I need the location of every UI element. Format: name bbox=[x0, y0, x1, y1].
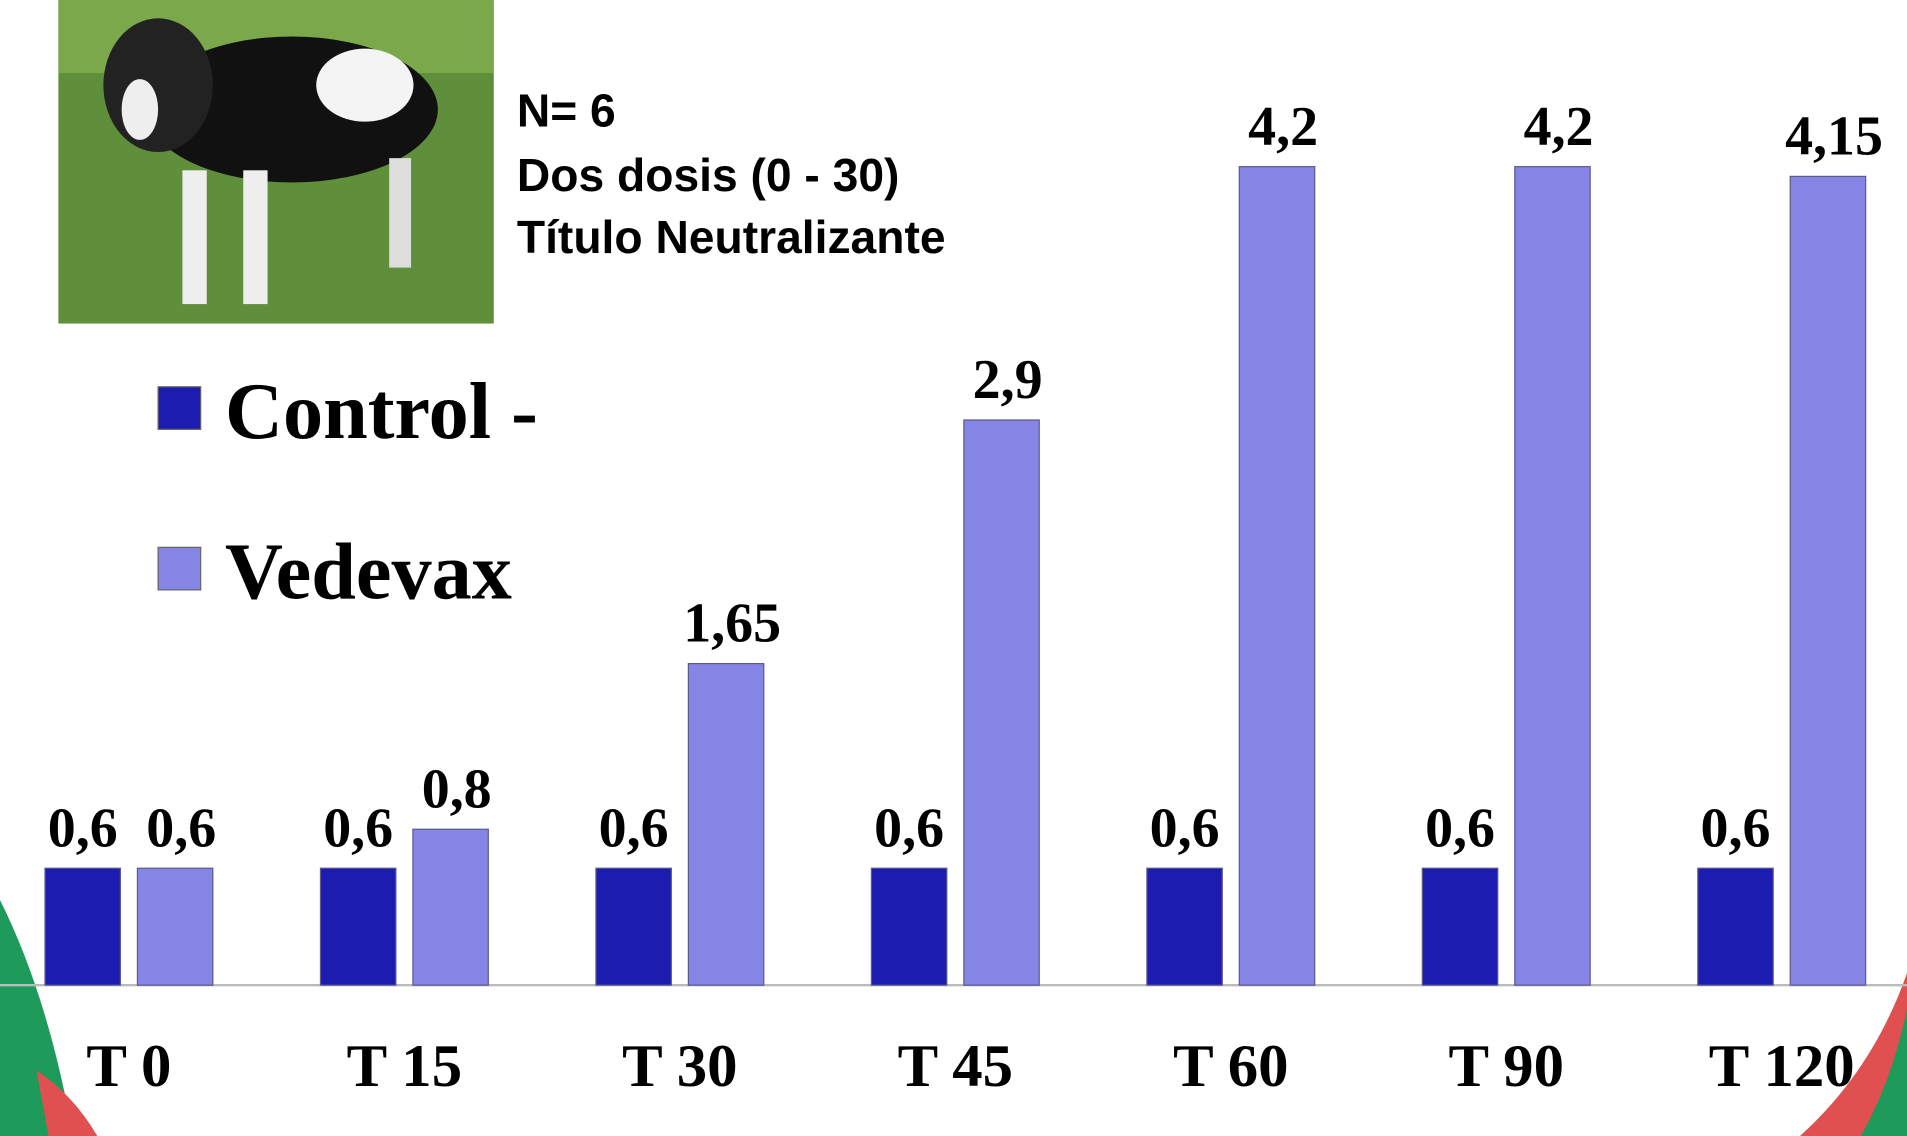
value-label: 4,2 bbox=[1524, 96, 1594, 158]
legend-label: Vedevax bbox=[225, 527, 512, 616]
annotation: Título Neutralizante bbox=[517, 211, 946, 263]
value-label: 1,65 bbox=[683, 593, 781, 655]
bar bbox=[320, 868, 395, 985]
chart: Bovinos N= 6 Dos dosis (0 - 30) Título N… bbox=[0, 0, 1907, 1136]
bar bbox=[964, 420, 1039, 985]
bar bbox=[688, 664, 763, 986]
value-label: 0,6 bbox=[1425, 797, 1495, 859]
x-tick-label: T 30 bbox=[622, 1033, 737, 1100]
value-label: 0,6 bbox=[1150, 797, 1220, 859]
bar bbox=[1790, 176, 1865, 985]
value-label: 4,15 bbox=[1785, 106, 1883, 168]
bar bbox=[1147, 868, 1222, 985]
value-label: 4,2 bbox=[1248, 96, 1318, 158]
x-tick-label: T 45 bbox=[898, 1033, 1013, 1100]
x-tick-label: T 60 bbox=[1173, 1033, 1288, 1100]
value-label: 0,6 bbox=[874, 797, 944, 859]
photo bbox=[58, 0, 493, 324]
bar bbox=[871, 868, 946, 985]
x-tick-label: T 120 bbox=[1709, 1033, 1855, 1100]
chart-title: Bovinos bbox=[787, 0, 1158, 22]
value-label: 2,9 bbox=[973, 349, 1043, 411]
bar bbox=[1239, 167, 1314, 986]
bar bbox=[45, 868, 120, 985]
bar bbox=[137, 868, 212, 985]
legend-swatch bbox=[158, 547, 201, 590]
bar bbox=[1422, 868, 1497, 985]
value-label: 0,6 bbox=[323, 797, 393, 859]
annotation: N= 6 bbox=[517, 85, 616, 137]
value-label: 0,6 bbox=[1701, 797, 1771, 859]
legend-label: Control - bbox=[225, 367, 538, 456]
x-tick-label: T 0 bbox=[86, 1033, 171, 1100]
page: Bovinos N= 6 Dos dosis (0 - 30) Título N… bbox=[0, 0, 1907, 1136]
value-label: 0,6 bbox=[146, 797, 216, 859]
bar bbox=[596, 868, 671, 985]
value-label: 0,6 bbox=[48, 797, 118, 859]
bar bbox=[1698, 868, 1773, 985]
value-label: 0,6 bbox=[599, 797, 669, 859]
x-tick-label: T 90 bbox=[1449, 1033, 1564, 1100]
annotation: Dos dosis (0 - 30) bbox=[517, 149, 900, 201]
bar bbox=[1515, 167, 1590, 986]
x-tick-label: T 15 bbox=[347, 1033, 462, 1100]
value-label: 0,8 bbox=[422, 758, 492, 820]
bar bbox=[413, 829, 488, 985]
legend-swatch bbox=[158, 387, 201, 430]
